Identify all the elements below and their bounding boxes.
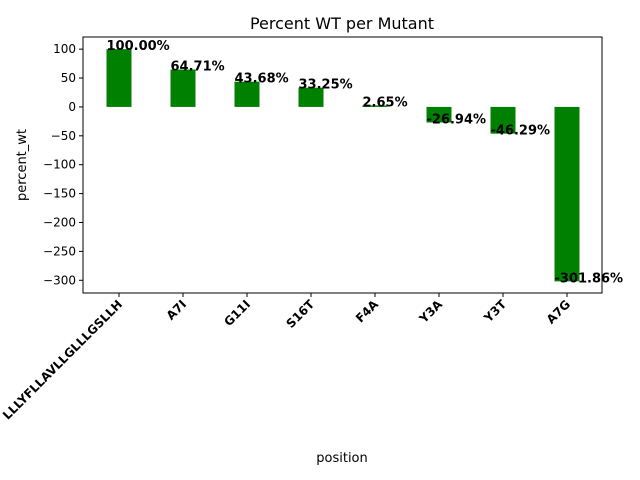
bar-lllyfllavllglllgsllh bbox=[106, 49, 132, 107]
chart-title: Percent WT per Mutant bbox=[250, 14, 434, 33]
y-tick-label: −200 bbox=[43, 215, 76, 229]
bar-a7g bbox=[554, 106, 580, 282]
data-label: 100.00% bbox=[107, 39, 170, 54]
y-axis: 100 50 0 −50 −100 −150 −200 −250 −300 bbox=[43, 42, 83, 287]
data-label: 43.68% bbox=[235, 72, 289, 87]
y-tick-label: −150 bbox=[43, 187, 76, 201]
x-tick-label: LLLYFLLAVLLGLLLGSLLH bbox=[0, 297, 125, 422]
plot-area bbox=[106, 49, 580, 282]
data-label: 33.25% bbox=[299, 78, 353, 93]
x-tick-label: G11I bbox=[221, 297, 253, 329]
data-label: 2.65% bbox=[363, 95, 408, 110]
bar-f4a bbox=[362, 105, 388, 107]
data-label: -301.86% bbox=[555, 271, 624, 286]
y-tick-label: −300 bbox=[43, 273, 76, 287]
x-tick-label: Y3T bbox=[481, 297, 510, 326]
x-tick-label: A7I bbox=[164, 297, 190, 323]
x-tick-label: F4A bbox=[353, 297, 382, 326]
bar-g11i bbox=[234, 81, 260, 107]
bar-a7i bbox=[170, 69, 196, 107]
data-label: -26.94% bbox=[427, 112, 487, 127]
bar-y3a bbox=[426, 106, 452, 123]
y-tick-label: 100 bbox=[53, 42, 76, 56]
data-label: -46.29% bbox=[491, 124, 551, 139]
x-tick-label: S16T bbox=[284, 297, 318, 331]
y-tick-label: 0 bbox=[68, 100, 76, 114]
bar-s16t bbox=[298, 87, 324, 107]
y-axis-label: percent_wt bbox=[15, 129, 30, 201]
y-tick-label: −50 bbox=[51, 129, 76, 143]
x-axis-label: position bbox=[316, 451, 368, 466]
x-tick-label: Y3A bbox=[416, 297, 446, 327]
plot-frame bbox=[82, 36, 603, 294]
y-tick-label: −250 bbox=[43, 244, 76, 258]
y-tick-label: −100 bbox=[43, 158, 76, 172]
x-tick-label: A7G bbox=[544, 297, 573, 326]
data-label: 64.71% bbox=[171, 60, 225, 75]
bar-y3t bbox=[490, 106, 516, 134]
y-tick-label: 50 bbox=[61, 71, 76, 85]
x-axis: LLLYFLLAVLLGLLLGSLLH A7I G11I S16T F4A Y3A Y3T… bbox=[0, 293, 573, 422]
data-labels: 100.00%64.71% 43.68% 33.25% 2.65% -26.94% -46… bbox=[107, 39, 624, 286]
